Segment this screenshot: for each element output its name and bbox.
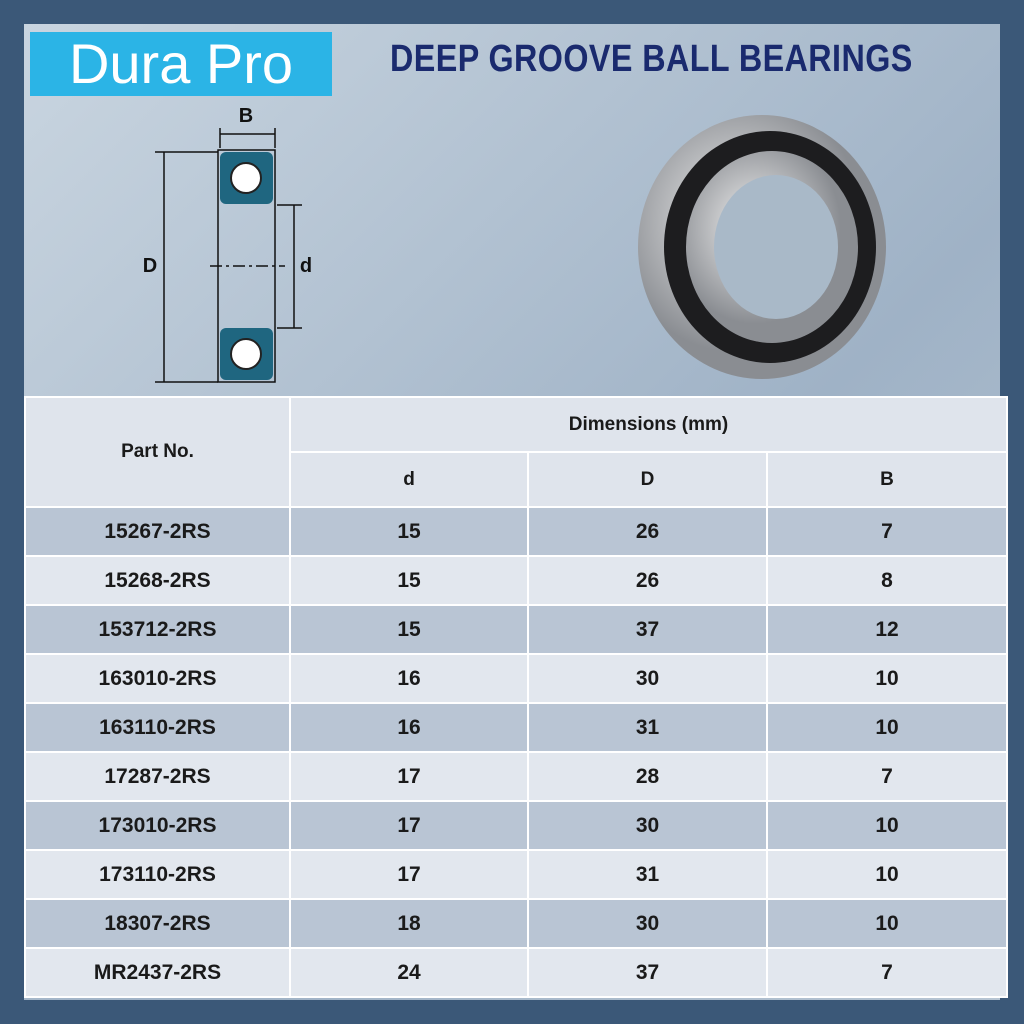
table-row: 17287-2RS 17 28 7 [24,751,1008,802]
spec-table: Part No. Dimensions (mm) d D B 15267-2RS 15 26 7… [24,396,1008,998]
column-header: Part No. [24,396,291,508]
table-row: MR2437-2RS 24 37 7 [24,947,1008,998]
dimension-cell: 26 [527,506,768,557]
column-header: d [289,451,529,508]
dimension-cell: 30 [527,898,768,949]
dimension-cell: 31 [527,702,768,753]
part-cell: 17287-2RS [24,751,291,802]
dimension-cell: 15 [289,555,529,606]
dimension-cell: 37 [527,947,768,998]
illustrations: B D d [143,105,886,383]
table-row: Part No. Dimensions (mm) [24,396,1008,508]
table-row: 173010-2RS 17 30 10 [24,800,1008,851]
dimension-cell: 15 [289,506,529,557]
dimension-cell: 7 [766,506,1008,557]
dimension-cell: 26 [527,555,768,606]
dimension-cell: 30 [527,800,768,851]
group-header: Dimensions (mm) [289,396,1008,453]
dimension-cell: 31 [527,849,768,900]
dimension-cell: 17 [289,751,529,802]
table-row: 18307-2RS 18 30 10 [24,898,1008,949]
inner-label: d [300,255,312,277]
part-cell: 153712-2RS [24,604,291,655]
part-cell: 163110-2RS [24,702,291,753]
dimension-cell: 30 [527,653,768,704]
column-header: D [527,451,768,508]
dimension-cell: 10 [766,653,1008,704]
outer-label: D [143,255,157,277]
width-label: B [239,105,253,127]
part-cell: 173010-2RS [24,800,291,851]
table-row: 15267-2RS 15 26 7 [24,506,1008,557]
dimension-cell: 7 [766,751,1008,802]
part-cell: 18307-2RS [24,898,291,949]
dimension-cell: 16 [289,702,529,753]
part-cell: MR2437-2RS [24,947,291,998]
column-header: B [766,451,1008,508]
dimension-cell: 16 [289,653,529,704]
dimension-cell: 10 [766,849,1008,900]
dimension-cell: 37 [527,604,768,655]
part-cell: 173110-2RS [24,849,291,900]
dimension-cell: 24 [289,947,529,998]
dimension-cell: 15 [289,604,529,655]
dimension-cell: 8 [766,555,1008,606]
dimension-cell: 12 [766,604,1008,655]
part-cell: 163010-2RS [24,653,291,704]
dimension-cell: 18 [289,898,529,949]
table-row: 163110-2RS 16 31 10 [24,702,1008,753]
table-row: 173110-2RS 17 31 10 [24,849,1008,900]
dimension-cell: 28 [527,751,768,802]
table-row: 153712-2RS 15 37 12 [24,604,1008,655]
title: DEEP GROOVE BALL BEARINGS [390,38,913,80]
table-row: 15268-2RS 15 26 8 [24,555,1008,606]
dimension-cell: 10 [766,702,1008,753]
part-cell: 15267-2RS [24,506,291,557]
dimension-cell: 17 [289,800,529,851]
dimension-cell: 7 [766,947,1008,998]
dimension-cell: 10 [766,898,1008,949]
part-cell: 15268-2RS [24,555,291,606]
dimension-cell: 17 [289,849,529,900]
logo: Dura Pro [30,32,332,96]
table-row: 163010-2RS 16 30 10 [24,653,1008,704]
dimension-cell: 10 [766,800,1008,851]
